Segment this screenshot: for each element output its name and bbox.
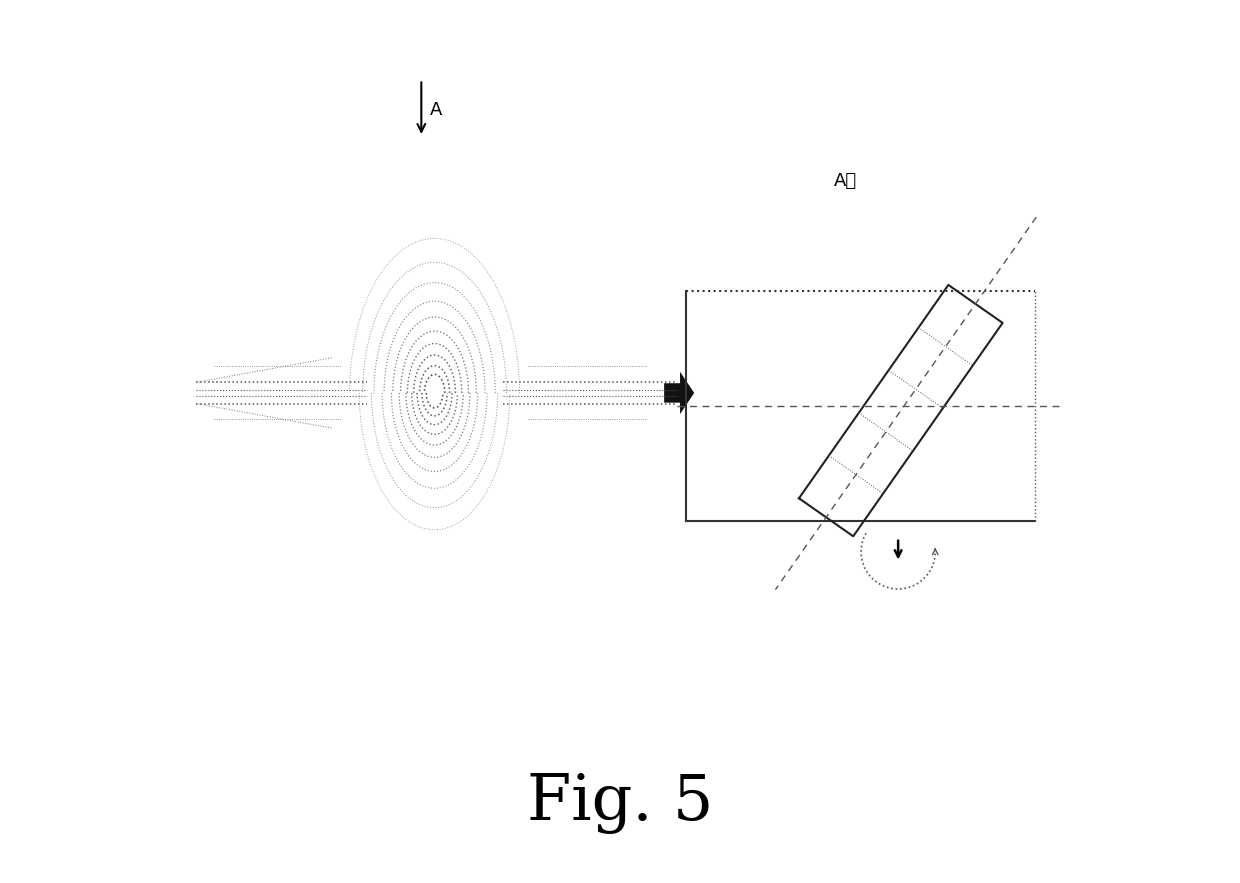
Text: Fig. 5: Fig. 5 — [527, 773, 713, 834]
FancyArrow shape — [665, 372, 694, 414]
Text: A向: A向 — [833, 172, 857, 190]
Text: A: A — [430, 102, 443, 119]
